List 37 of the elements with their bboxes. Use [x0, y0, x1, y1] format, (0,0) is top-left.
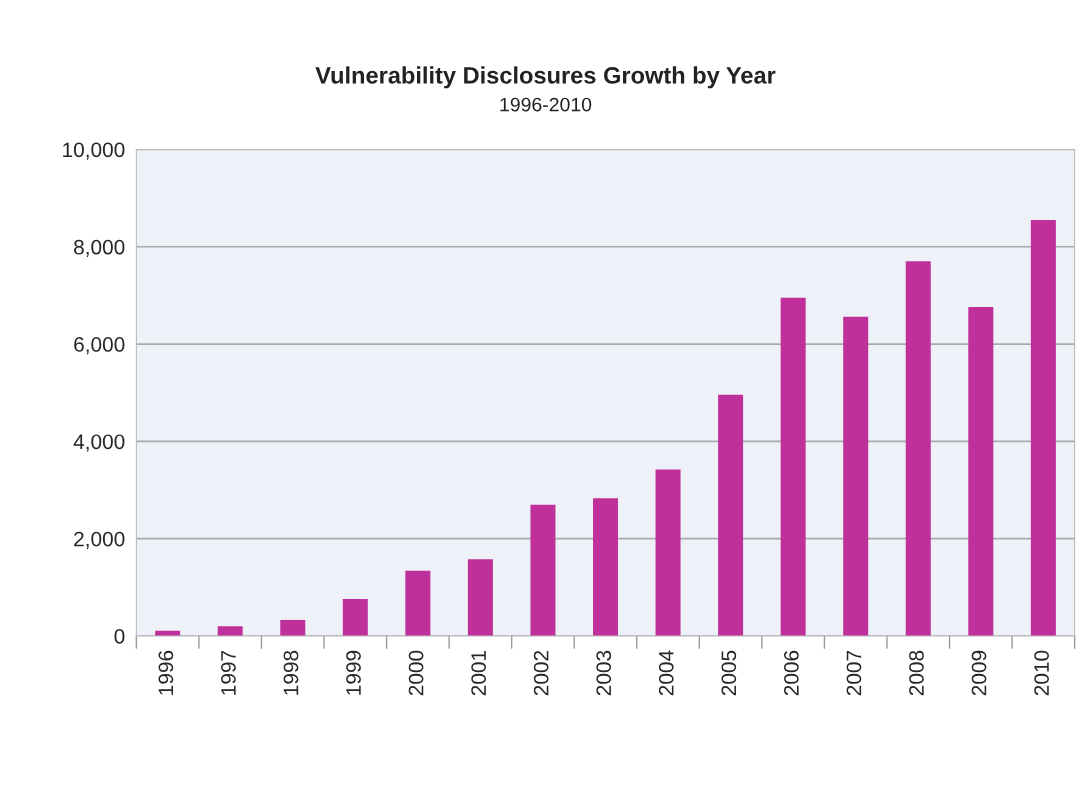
x-tick-label: 1997: [221, 650, 236, 695]
x-tick-label: 2010: [1034, 650, 1049, 696]
x-tick-label: 2005: [721, 650, 737, 696]
bar: [592, 498, 619, 636]
bar: [1030, 220, 1056, 636]
x-tick-label: 2003: [596, 650, 612, 696]
x-tick-label: 2007: [846, 650, 862, 696]
x-tick-label: 2004: [658, 650, 674, 696]
chart-subtitle: 1996-2010: [500, 97, 592, 112]
y-tick-label: 0: [114, 629, 125, 644]
x-tick-label: 2006: [784, 650, 799, 696]
bar: [655, 469, 681, 636]
y-tick-label: 10,000: [63, 142, 125, 160]
bar: [280, 619, 306, 636]
bar: [905, 261, 931, 636]
y-tick-label: 8,000: [74, 239, 125, 257]
y-tick-label: 4,000: [73, 434, 125, 452]
chart-title: Vulnerability Disclosures Growth by Year: [315, 66, 776, 89]
bar: [342, 599, 368, 636]
bar: [718, 394, 744, 636]
bar: [968, 307, 994, 636]
x-tick-label: 1996: [158, 650, 174, 695]
x-tick-label: 1998: [283, 650, 299, 695]
y-tick-label: 2,000: [74, 531, 125, 549]
bar: [467, 559, 493, 636]
x-tick-label: 1999: [346, 650, 361, 695]
x-tick-label: 2008: [909, 650, 924, 696]
x-tick-label: 2009: [971, 650, 987, 696]
bar: [780, 297, 806, 636]
x-tick-label: 2002: [533, 650, 549, 696]
bar: [217, 626, 243, 636]
y-tick-label: 6,000: [74, 337, 125, 355]
x-tick-label: 2001: [471, 650, 486, 696]
bar: [405, 570, 431, 636]
bar: [530, 504, 556, 636]
bar: [843, 316, 869, 636]
x-tick-label: 2000: [408, 650, 424, 696]
